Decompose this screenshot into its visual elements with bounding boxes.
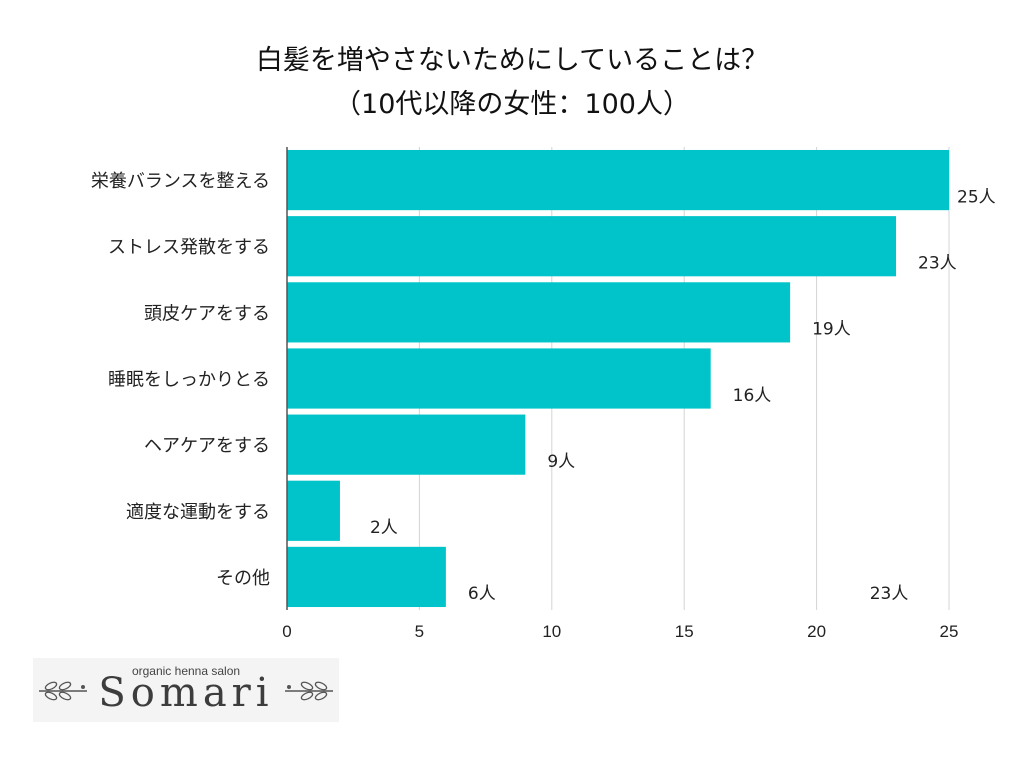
data-label: 19人 (812, 320, 851, 340)
bar (287, 348, 711, 409)
bar (287, 282, 791, 343)
data-label: 16人 (733, 386, 772, 406)
category-label: ストレス発散をする (108, 237, 270, 258)
bar (287, 149, 949, 211)
category-label: 頭皮ケアをする (144, 303, 270, 324)
chart-title: 白髪を増やさないためにしていることは？ (255, 45, 769, 76)
data-label: 25人 (957, 187, 996, 207)
bar (287, 480, 340, 541)
bar-chart: 25人 23人 19人 16人 9人 2人 6人 23人 0 5 10 15 20 25 栄養バランスを整… (91, 147, 996, 641)
x-tick-label: 10 (542, 622, 561, 641)
data-label: 2人 (370, 518, 398, 538)
category-label: その他 (216, 568, 270, 589)
logo-tagline: organic henna salon (131, 664, 241, 678)
leaf-ornament-left-icon (39, 681, 87, 701)
bar (287, 216, 897, 277)
logo-wordmark: Somari (98, 670, 274, 716)
leaf-ornament-right-icon (285, 681, 333, 701)
category-label: 適度な運動をする (126, 502, 270, 523)
extra-data-label: 23人 (870, 584, 909, 604)
chart-subtitle: （10代以降の女性：100人） (334, 89, 690, 120)
x-tick-label: 25 (940, 622, 959, 641)
x-tick-label: 20 (807, 622, 826, 641)
x-tick-label: 0 (282, 622, 291, 641)
x-tick-label: 15 (675, 622, 694, 641)
x-tick-label: 5 (415, 622, 424, 641)
bar (287, 414, 526, 475)
data-label: 6人 (468, 584, 496, 604)
data-label: 9人 (547, 452, 575, 472)
data-label: 23人 (918, 253, 957, 273)
logo: organic henna salon Somari (33, 658, 339, 722)
category-label: 栄養バランスを整える (91, 171, 270, 192)
category-label: 睡眠をしっかりとる (108, 370, 270, 391)
category-label: ヘアケアをする (144, 436, 270, 457)
bar (287, 546, 446, 608)
